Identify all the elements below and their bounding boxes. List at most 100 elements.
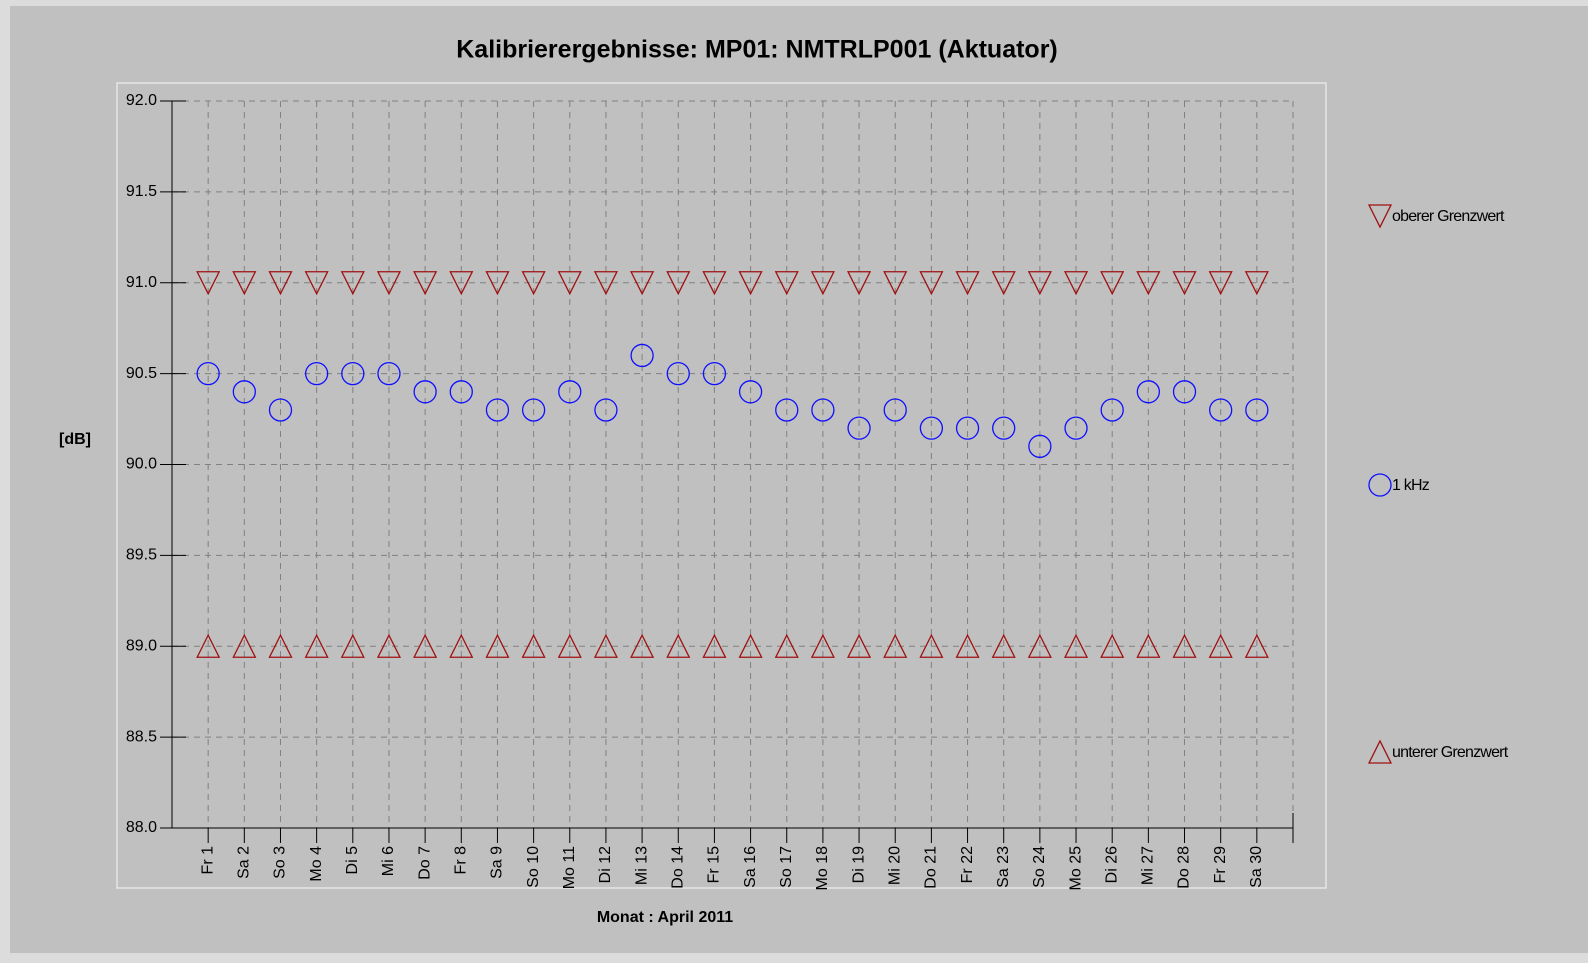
x-tick-label: So 10 bbox=[525, 846, 542, 888]
point bbox=[485, 633, 510, 658]
point bbox=[340, 271, 365, 296]
x-tick-label: Fr 8 bbox=[453, 846, 470, 875]
point bbox=[1136, 633, 1161, 658]
y-axis-label: [dB] bbox=[59, 431, 91, 448]
x-tick-label: So 3 bbox=[272, 846, 289, 879]
point bbox=[593, 271, 618, 296]
point bbox=[521, 633, 546, 658]
point bbox=[558, 380, 582, 404]
point bbox=[485, 271, 510, 296]
chart-background bbox=[10, 6, 1588, 953]
point bbox=[738, 380, 763, 404]
point bbox=[1063, 271, 1089, 296]
point bbox=[376, 633, 402, 658]
point bbox=[883, 398, 907, 422]
x-tick-label: Fr 1 bbox=[199, 846, 216, 875]
point bbox=[449, 380, 473, 404]
legend-label: unterer Grenzwert bbox=[1392, 744, 1509, 761]
point bbox=[955, 633, 980, 658]
point bbox=[1172, 380, 1197, 404]
y-tick-label: 88.5 bbox=[126, 728, 157, 745]
point bbox=[702, 271, 727, 296]
point bbox=[1100, 633, 1125, 658]
point bbox=[376, 271, 402, 296]
x-tick-label: Mo 4 bbox=[308, 846, 325, 882]
point bbox=[1172, 271, 1197, 296]
point bbox=[955, 416, 980, 440]
point bbox=[593, 633, 618, 658]
y-tick-label: 89.0 bbox=[126, 637, 157, 654]
point bbox=[268, 633, 293, 658]
point bbox=[232, 271, 257, 296]
point bbox=[1172, 633, 1197, 658]
x-tick-label: Sa 23 bbox=[995, 846, 1012, 888]
point bbox=[304, 361, 329, 386]
point bbox=[630, 271, 655, 296]
point bbox=[557, 271, 582, 296]
y-tick-label: 92.0 bbox=[126, 92, 157, 109]
point bbox=[449, 271, 474, 296]
point bbox=[666, 271, 691, 296]
legend-marker bbox=[1368, 473, 1392, 497]
point bbox=[775, 398, 799, 422]
point bbox=[666, 361, 690, 386]
point bbox=[341, 361, 365, 386]
point bbox=[1245, 398, 1269, 422]
y-tick-label: 90.5 bbox=[126, 365, 157, 382]
point bbox=[1027, 633, 1052, 658]
legend-marker bbox=[1367, 204, 1393, 229]
point bbox=[1136, 271, 1161, 296]
point bbox=[449, 633, 474, 658]
point bbox=[1208, 271, 1233, 296]
point bbox=[413, 380, 437, 404]
point bbox=[594, 398, 618, 422]
point bbox=[702, 361, 727, 386]
plot-frame bbox=[116, 82, 1327, 889]
point bbox=[521, 398, 546, 422]
x-tick-label: Mi 20 bbox=[886, 846, 903, 885]
point bbox=[413, 271, 438, 296]
x-tick-label: Do 14 bbox=[669, 846, 686, 889]
x-tick-label: Sa 16 bbox=[742, 846, 759, 888]
point bbox=[883, 633, 908, 658]
point bbox=[883, 271, 908, 296]
point bbox=[304, 271, 329, 296]
point bbox=[919, 633, 944, 658]
x-tick-label: So 24 bbox=[1031, 846, 1048, 888]
point bbox=[992, 416, 1016, 440]
point bbox=[919, 416, 944, 440]
point bbox=[702, 633, 727, 658]
point bbox=[955, 271, 980, 296]
point bbox=[521, 271, 546, 296]
point bbox=[1244, 271, 1269, 296]
point bbox=[1208, 633, 1233, 658]
x-tick-label: Mi 13 bbox=[633, 846, 650, 885]
point bbox=[847, 633, 872, 658]
point bbox=[666, 633, 691, 658]
x-tick-label: So 17 bbox=[778, 846, 795, 888]
point bbox=[196, 271, 221, 296]
point bbox=[1027, 271, 1052, 296]
point bbox=[377, 361, 401, 386]
point bbox=[1028, 434, 1052, 458]
point bbox=[991, 271, 1016, 296]
y-tick-label: 91.5 bbox=[126, 183, 157, 200]
point bbox=[196, 361, 220, 386]
point bbox=[340, 633, 365, 658]
point bbox=[630, 633, 655, 658]
legend-label: 1 kHz bbox=[1392, 477, 1430, 494]
y-tick-label: 88.0 bbox=[126, 819, 157, 836]
point bbox=[810, 633, 835, 658]
x-tick-label: Di 26 bbox=[1103, 846, 1120, 883]
x-tick-label: Fr 29 bbox=[1212, 846, 1229, 883]
point bbox=[1209, 398, 1233, 422]
y-tick-label: 90.0 bbox=[126, 456, 157, 473]
x-tick-label: Sa 30 bbox=[1248, 846, 1265, 888]
y-tick-label: 89.5 bbox=[126, 547, 157, 564]
point bbox=[1136, 380, 1161, 404]
legend-label: oberer Grenzwert bbox=[1392, 208, 1505, 225]
x-tick-label: Mo 18 bbox=[814, 846, 831, 891]
point bbox=[991, 633, 1016, 658]
x-tick-label: Mi 27 bbox=[1140, 846, 1157, 885]
